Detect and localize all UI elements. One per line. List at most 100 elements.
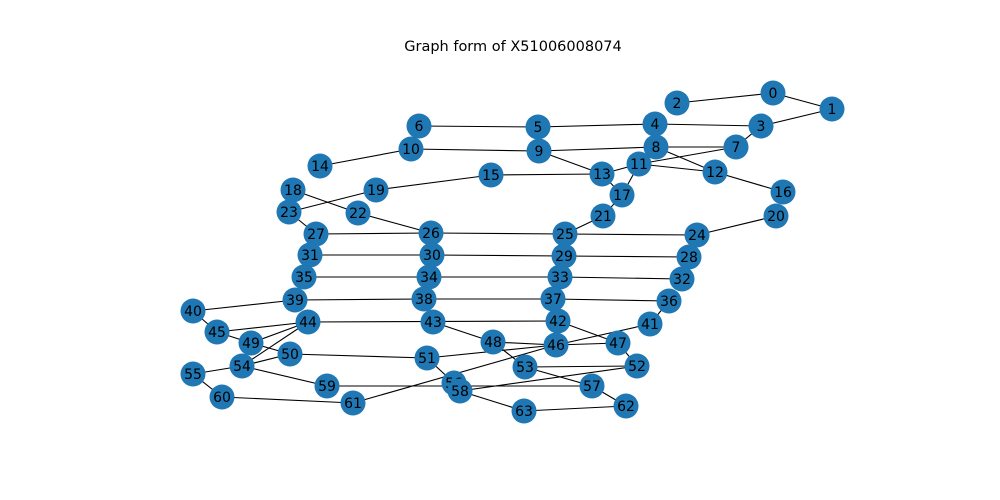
node-label: 63 xyxy=(515,404,533,420)
node-label: 37 xyxy=(544,292,562,308)
node-label: 22 xyxy=(349,206,367,222)
node-circle xyxy=(406,113,432,139)
node-circle xyxy=(702,159,728,185)
node-label: 53 xyxy=(516,360,534,376)
edge-45-44 xyxy=(216,321,309,333)
edge-11-12 xyxy=(638,163,716,173)
node-label: 4 xyxy=(651,117,660,133)
node-circle xyxy=(416,264,442,290)
node-circle xyxy=(545,308,571,334)
node-circle xyxy=(579,373,605,399)
node-circle xyxy=(297,242,323,268)
node-29: 29 xyxy=(551,243,577,269)
node-circle xyxy=(748,113,774,139)
node-circle xyxy=(669,266,695,292)
node-35: 35 xyxy=(291,264,317,290)
node-label: 47 xyxy=(609,336,627,352)
node-circle xyxy=(419,242,445,268)
node-label: 59 xyxy=(318,379,336,395)
graph-title: Graph form of X51006008074 xyxy=(404,39,622,55)
node-circle xyxy=(552,221,578,247)
node-circle xyxy=(418,220,444,246)
node-circle xyxy=(525,114,551,140)
node-label: 39 xyxy=(286,293,304,309)
node-51: 51 xyxy=(414,345,440,371)
edge-50-51 xyxy=(289,353,428,359)
node-42: 42 xyxy=(545,308,571,334)
node-label: 26 xyxy=(422,226,440,242)
node-circle xyxy=(684,222,710,248)
node-circle xyxy=(763,203,789,229)
node-circle xyxy=(314,373,340,399)
node-circle xyxy=(664,90,690,116)
edge-30-29 xyxy=(431,254,565,257)
edge-41-46 xyxy=(555,323,651,346)
node-50: 50 xyxy=(277,341,303,367)
node-label: 61 xyxy=(344,396,362,412)
node-label: 49 xyxy=(242,336,260,352)
node-13: 13 xyxy=(589,161,615,187)
edge-4-3 xyxy=(654,123,762,127)
edge-40-39 xyxy=(192,299,296,312)
node-32: 32 xyxy=(669,266,695,292)
node-11: 11 xyxy=(626,151,652,177)
node-circle xyxy=(229,353,255,379)
node-label: 6 xyxy=(415,119,424,135)
node-22: 22 xyxy=(345,200,371,226)
edge-33-32 xyxy=(559,276,683,280)
node-circle xyxy=(551,243,577,269)
node-circle xyxy=(411,286,437,312)
node-label: 36 xyxy=(660,294,678,310)
node-34: 34 xyxy=(416,264,442,290)
node-label: 12 xyxy=(706,165,724,181)
node-circle xyxy=(276,199,302,225)
node-circle xyxy=(511,398,537,424)
node-label: 35 xyxy=(295,270,313,286)
node-26: 26 xyxy=(418,220,444,246)
edge-7-11 xyxy=(638,146,737,165)
node-23: 23 xyxy=(276,199,302,225)
node-57: 57 xyxy=(579,373,605,399)
edge-23-19 xyxy=(288,189,377,213)
node-label: 27 xyxy=(307,227,325,243)
node-circle xyxy=(613,393,639,419)
node-circle xyxy=(282,287,308,313)
node-55: 55 xyxy=(180,361,206,387)
node-circle xyxy=(626,151,652,177)
node-25: 25 xyxy=(552,221,578,247)
node-circle xyxy=(280,177,306,203)
node-1: 1 xyxy=(819,96,845,122)
edge-10-9 xyxy=(410,148,540,152)
node-8: 8 xyxy=(643,134,669,160)
node-label: 44 xyxy=(299,315,317,331)
node-label: 17 xyxy=(613,188,631,204)
node-label: 62 xyxy=(617,399,635,415)
edge-9-8 xyxy=(538,146,657,152)
node-circle xyxy=(345,200,371,226)
node-20: 20 xyxy=(763,203,789,229)
node-circle xyxy=(295,309,321,335)
node-14: 14 xyxy=(307,153,333,179)
node-40: 40 xyxy=(180,298,206,324)
edge-2-0 xyxy=(676,92,774,104)
edge-29-28 xyxy=(563,255,690,258)
edge-52-58 xyxy=(459,365,638,392)
node-label: 18 xyxy=(284,183,302,199)
node-circle xyxy=(590,203,616,229)
node-37: 37 xyxy=(540,286,566,312)
node-circle xyxy=(307,153,333,179)
node-label: 13 xyxy=(593,167,611,183)
edge-37-36 xyxy=(552,298,670,302)
node-circle xyxy=(676,244,702,270)
node-46: 46 xyxy=(543,332,569,358)
node-label: 9 xyxy=(535,144,544,160)
edge-14-10 xyxy=(319,148,412,167)
node-15: 15 xyxy=(478,162,504,188)
node-label: 14 xyxy=(311,159,329,175)
node-circle xyxy=(363,177,389,203)
node-circle xyxy=(547,264,573,290)
node-circle xyxy=(204,319,230,345)
node-label: 51 xyxy=(418,351,436,367)
node-label: 32 xyxy=(673,272,691,288)
node-circle xyxy=(414,345,440,371)
